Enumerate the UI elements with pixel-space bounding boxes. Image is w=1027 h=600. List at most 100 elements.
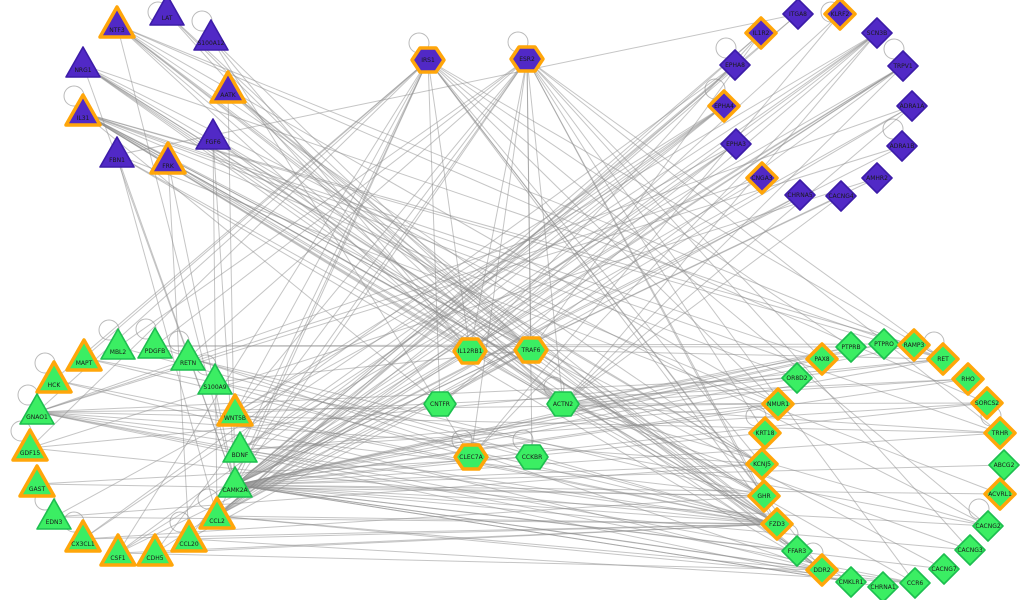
edge-CSF1-DDR2[interactable] (117, 552, 823, 571)
node-EPHA3[interactable]: EPHA3 (720, 128, 752, 160)
edge-SCN3B-IL12RB1[interactable] (469, 32, 878, 352)
edge-EPHA4-CAMK2A[interactable] (234, 105, 725, 486)
edge-BDNF-FZD3[interactable] (239, 449, 778, 525)
edge-ESR2-CCKBR[interactable] (526, 58, 533, 458)
edge-EPHA8-CX3CL1[interactable] (82, 64, 736, 540)
node-CCR6[interactable]: CCR6 (899, 567, 931, 599)
edge-IRS1-IL12RB1[interactable] (427, 59, 471, 352)
edge-CAMK2A-SORCS2[interactable] (234, 402, 988, 486)
node-GAST[interactable]: GAST (18, 464, 56, 498)
edge-EPHA4-CSF1[interactable] (117, 105, 725, 554)
node-SORCS2[interactable]: SORCS2 (970, 386, 1004, 420)
edge-FRK-CAMK2A[interactable] (167, 160, 236, 486)
node-RHO[interactable]: RHO (951, 362, 985, 396)
edge-EPHA4-WNT5B[interactable] (234, 105, 725, 414)
edge-IL1R2-CAMK2A[interactable] (234, 32, 762, 486)
edge-MBL2-FZD3[interactable] (117, 346, 778, 525)
edge-FGF6-CAMK2A[interactable] (212, 136, 236, 486)
edge-IRS1-CSF1[interactable] (117, 59, 429, 554)
edge-IL31-PAX8[interactable] (82, 112, 823, 360)
edge-ESR2-TRHR[interactable] (526, 58, 1001, 434)
edge-CAMK2A-CACNG3[interactable] (234, 484, 971, 551)
edge-ESR2-GHR[interactable] (526, 58, 765, 497)
edge-FGF6-ACTN2[interactable] (212, 136, 564, 405)
node-CMKLR1[interactable]: CMKLR1 (835, 566, 867, 598)
edge-SCN3B-CLEC7A[interactable] (470, 32, 878, 458)
edge-IRS1-CACNG2[interactable] (427, 59, 989, 527)
edge-CAMK2A-KCNJ5[interactable] (234, 463, 763, 486)
node-AATK[interactable]: AATK (209, 70, 247, 104)
edge-IL1R2-IL12RB1[interactable] (469, 32, 762, 352)
node-KRT18[interactable]: KRT18 (748, 416, 782, 450)
edge-ESR2-CCR6[interactable] (526, 58, 916, 584)
node-CHRNA1[interactable]: CHRNA1 (867, 571, 899, 600)
edge-ACTN2-ADRA1A[interactable] (562, 105, 913, 405)
edge-FGF6-FZD3[interactable] (212, 136, 778, 525)
node-CNTFR[interactable]: CNTFR (423, 391, 457, 417)
node-CDH5[interactable]: CDH5 (136, 533, 174, 567)
edge-NRG1-FZD3[interactable] (82, 64, 778, 525)
edge-IRS1-WNT5B[interactable] (234, 59, 429, 414)
node-NTF3[interactable]: NTF3 (98, 5, 136, 39)
edge-S100A12-IL12RB1[interactable] (210, 37, 471, 352)
edge-RETN-FZD3[interactable] (187, 357, 778, 525)
edge-GNAO1-FFAR3[interactable] (36, 411, 798, 552)
node-KCNJ5[interactable]: KCNJ5 (745, 447, 779, 481)
node-RET[interactable]: RET (926, 342, 960, 376)
edge-TRPV1-CDH5[interactable] (154, 65, 904, 554)
node-LAT[interactable]: LAT (149, 0, 185, 26)
edge-NRG1-RET[interactable] (82, 64, 944, 360)
node-ACTN2[interactable]: ACTN2 (546, 391, 580, 417)
edge-ACTN2-CACNG3[interactable] (562, 403, 971, 551)
node-NRG1[interactable]: NRG1 (65, 46, 101, 78)
edge-GAST-GHR[interactable] (36, 483, 765, 497)
edge-AATK-DDR2[interactable] (227, 89, 823, 571)
edge-EPHA8-CAMK2A[interactable] (234, 64, 736, 486)
edge-TRPV1-CSF1[interactable] (117, 65, 904, 554)
node-ADRA1B[interactable]: ADRA1B (886, 130, 918, 162)
node-ESR2[interactable]: ESR2 (509, 45, 545, 73)
node-CLEC7A[interactable]: CLEC7A (453, 443, 489, 471)
edge-GNAO1-GHR[interactable] (36, 411, 765, 497)
node-IL31[interactable]: IL31 (64, 93, 102, 127)
edge-IRS1-MAPT[interactable] (83, 59, 429, 359)
edge-EPHA3-CCL2[interactable] (216, 143, 737, 517)
edge-ESR2-WNT5B[interactable] (234, 58, 528, 414)
node-CACNG2[interactable]: CACNG2 (972, 510, 1004, 542)
node-TRHR[interactable]: TRHR (983, 416, 1017, 450)
edge-TRAF6-CCL20[interactable] (188, 349, 532, 540)
edge-BDNF-NMUR1[interactable] (239, 403, 779, 451)
edge-IL31-RAMP3[interactable] (82, 112, 915, 346)
edge-IRS1-RET[interactable] (427, 59, 944, 360)
edge-ACTN2-RET[interactable] (562, 358, 944, 405)
edge-CAMK2A-FZD3[interactable] (234, 484, 778, 525)
edge-AATK-TRAF6[interactable] (227, 89, 532, 351)
node-KLRF2[interactable]: KLRF2 (823, 0, 857, 31)
edge-PDGFB-DDR2[interactable] (154, 345, 823, 571)
node-IL1R2[interactable]: IL1R2 (744, 16, 778, 50)
edge-HCK-FZD3[interactable] (53, 379, 778, 525)
node-HCK[interactable]: HCK (35, 360, 73, 394)
edge-FBN1-ACVRL1[interactable] (116, 154, 1001, 495)
edge-HCK-DDR2[interactable] (53, 379, 823, 571)
edge-ESR2-CAMK2A[interactable] (234, 58, 528, 486)
edge-LAT-TRAF6[interactable] (166, 12, 532, 351)
edge-GNAO1-CCR6[interactable] (36, 411, 916, 584)
node-EPHA4[interactable]: EPHA4 (707, 89, 741, 123)
edge-ACTN2-TRPV1[interactable] (562, 65, 904, 405)
node-ACVRL1[interactable]: ACVRL1 (983, 477, 1017, 511)
node-CACNG4[interactable]: CACNG4 (825, 180, 857, 212)
edge-CCL2-CCR6[interactable] (216, 515, 916, 584)
edge-GNAO1-KCNJ5[interactable] (36, 411, 763, 465)
edge-TRPV1-CAMK2A[interactable] (234, 65, 904, 486)
edge-CACNG4-ACTN2[interactable] (562, 195, 842, 405)
edge-CLEC7A-S100A9[interactable] (214, 381, 472, 458)
edge-CAMK2A-DDR2[interactable] (234, 484, 823, 571)
edge-IL31-CNTFR[interactable] (82, 112, 441, 405)
edge-FBN1-FZD3[interactable] (116, 154, 778, 525)
node-ITGA8[interactable]: ITGA8 (782, 0, 814, 30)
node-S100A12[interactable]: S100A12 (193, 19, 229, 51)
edge-WNT5B-FZD3[interactable] (234, 412, 778, 525)
edge-CAMK2A-OR8D2[interactable] (234, 377, 798, 486)
edge-GNAO1-OR8D2[interactable] (36, 377, 798, 413)
